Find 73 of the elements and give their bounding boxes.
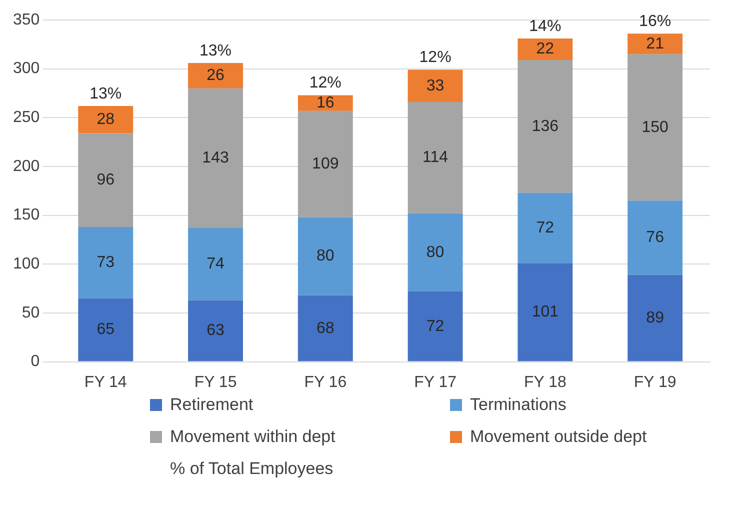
data-label: 96 (96, 172, 115, 189)
data-label: 136 (532, 118, 559, 135)
data-label: 26 (206, 67, 225, 84)
bar (78, 298, 134, 362)
bar (78, 227, 134, 298)
annotation: 14% (529, 18, 562, 35)
legend-label: Terminations (469, 395, 568, 415)
data-label: 80 (316, 248, 334, 265)
y-tick-label: 350 (12, 11, 40, 28)
data-label: 16 (316, 94, 334, 112)
bar (188, 62, 243, 88)
bar (408, 213, 463, 292)
x-tick-label: FY 16 (304, 374, 347, 391)
bar (188, 300, 243, 362)
x-tick-label: FY 18 (524, 374, 566, 391)
x-tick-label: FY 15 (194, 374, 237, 391)
bar (408, 291, 463, 362)
annotation: 13% (200, 42, 232, 60)
data-label: 33 (426, 77, 444, 94)
data-label: 21 (646, 35, 664, 52)
annotation: 12% (309, 74, 342, 92)
bar (188, 228, 243, 300)
data-label: 114 (422, 149, 448, 166)
data-label: 109 (312, 155, 339, 172)
data-label: 74 (206, 256, 225, 273)
legend-label: Movement within dept (169, 427, 336, 447)
bar (518, 192, 573, 264)
bar (78, 106, 134, 134)
data-label: 72 (426, 318, 444, 335)
y-tick-label: 100 (12, 256, 40, 273)
data-label: 80 (426, 244, 444, 261)
y-tick-label: 150 (12, 206, 40, 224)
bar (408, 102, 463, 214)
y-tick-label: 200 (12, 158, 40, 175)
annotation: 13% (90, 85, 122, 102)
bar (518, 38, 573, 60)
annotation: 12% (419, 49, 452, 66)
bar (628, 34, 683, 54)
text: % of Total Employees (170, 459, 334, 479)
data-label: 28 (96, 111, 115, 128)
bar (628, 54, 683, 201)
data-label: 68 (316, 320, 334, 337)
legend-label: Retirement (169, 395, 254, 415)
bar (188, 88, 243, 228)
y-tick-label: 250 (12, 109, 40, 126)
bar (298, 217, 353, 296)
annotation: 16% (639, 13, 672, 30)
data-label: 76 (646, 229, 664, 246)
bar (298, 295, 353, 362)
bar (408, 70, 463, 102)
bar (628, 274, 683, 362)
legend-label: Movement outside dept (469, 427, 648, 447)
data-label: 101 (532, 304, 559, 321)
bar (298, 95, 353, 111)
data-label: 65 (96, 321, 115, 338)
bar (518, 263, 573, 362)
data-label: 72 (536, 219, 554, 236)
data-label: 22 (536, 40, 554, 58)
bar (518, 60, 573, 193)
data-label: 89 (646, 310, 664, 326)
bar (628, 200, 683, 275)
bar (298, 110, 353, 218)
x-tick-label: FY 14 (84, 374, 127, 391)
data-label: 63 (206, 322, 225, 340)
data-label: 73 (96, 254, 115, 272)
y-tick-label: 50 (22, 304, 40, 322)
x-tick-label: FY 19 (634, 374, 676, 391)
y-tick-label: 300 (12, 60, 40, 78)
data-label: 150 (642, 118, 669, 136)
y-tick-label: 0 (30, 353, 40, 370)
x-tick-label: FY 17 (414, 374, 457, 391)
bar (78, 133, 134, 228)
data-label: 143 (202, 150, 229, 167)
